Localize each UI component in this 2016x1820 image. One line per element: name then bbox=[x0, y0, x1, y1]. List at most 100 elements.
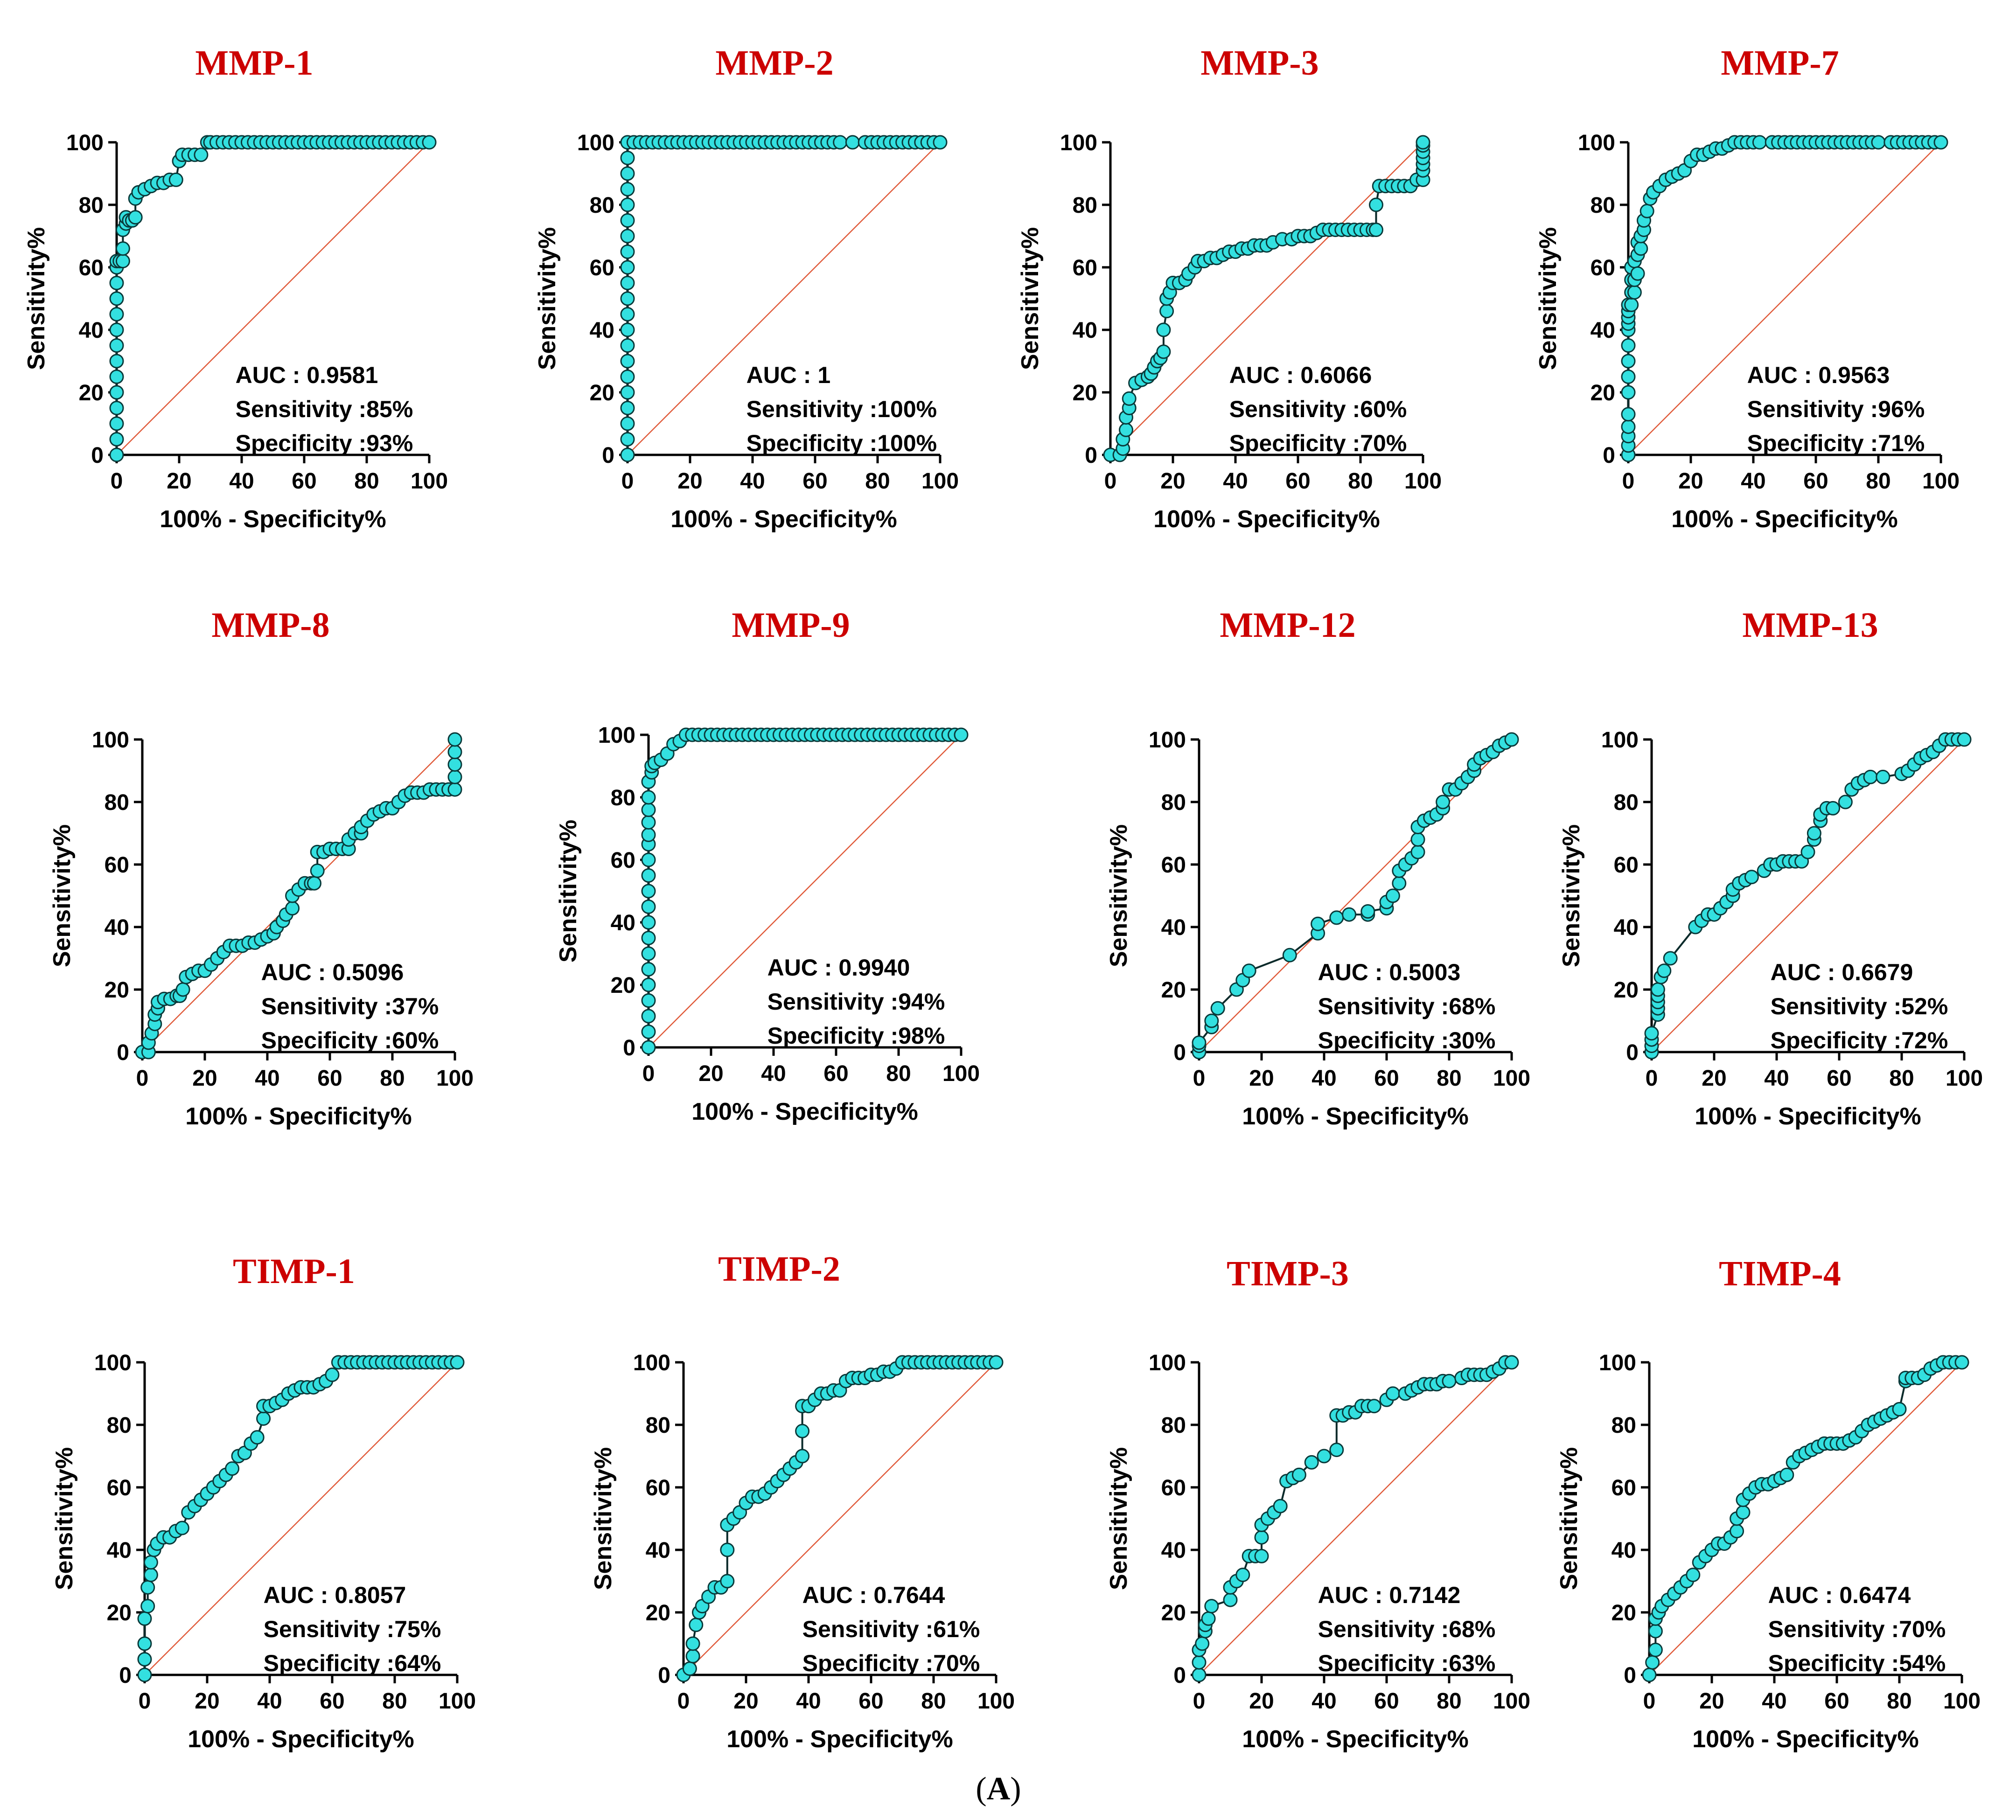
data-point bbox=[128, 210, 143, 225]
stats-label: AUC : 0.5096 bbox=[261, 959, 404, 985]
x-tick-label: 20 bbox=[1249, 1689, 1274, 1714]
y-axis-label: Sensitivity% bbox=[590, 1447, 617, 1590]
data-point bbox=[720, 1542, 735, 1557]
x-tick-label: 60 bbox=[292, 469, 316, 494]
data-point bbox=[1385, 1386, 1400, 1401]
x-tick-label: 100 bbox=[1922, 469, 1960, 494]
y-tick-label: 20 bbox=[646, 1601, 670, 1625]
stats-label: Specificity :98% bbox=[767, 1023, 945, 1049]
data-point bbox=[109, 370, 124, 384]
stats-label: Specificity :30% bbox=[1318, 1027, 1496, 1053]
y-tick-label: 60 bbox=[1073, 256, 1097, 280]
data-point bbox=[1686, 1568, 1701, 1583]
data-point bbox=[109, 307, 124, 321]
data-point bbox=[1621, 354, 1636, 369]
x-tick-label: 40 bbox=[1762, 1689, 1786, 1714]
data-point bbox=[1954, 1355, 1969, 1370]
data-point bbox=[447, 782, 462, 797]
data-point bbox=[115, 254, 130, 269]
y-tick-label: 20 bbox=[79, 381, 104, 405]
y-tick-label: 0 bbox=[91, 443, 104, 468]
data-point bbox=[225, 1461, 240, 1476]
data-point bbox=[685, 1649, 700, 1664]
data-point bbox=[109, 416, 124, 431]
data-point bbox=[1304, 1455, 1319, 1470]
data-point bbox=[422, 135, 437, 150]
stats-label: Sensitivity :85% bbox=[236, 396, 413, 422]
chart-title: MMP-7 bbox=[1721, 43, 1839, 83]
data-point bbox=[109, 338, 124, 353]
x-tick-label: 20 bbox=[1160, 469, 1185, 494]
x-axis-label: 100% - Specificity% bbox=[670, 506, 897, 533]
x-axis-label: 100% - Specificity% bbox=[691, 1098, 918, 1125]
data-point bbox=[1254, 1530, 1269, 1545]
data-point bbox=[194, 147, 209, 162]
x-tick-label: 0 bbox=[1193, 1689, 1206, 1714]
y-tick-label: 60 bbox=[107, 1476, 132, 1500]
chart-title: MMP-1 bbox=[195, 43, 313, 83]
x-tick-label: 80 bbox=[1889, 1066, 1914, 1091]
y-axis-label: Sensitivity% bbox=[1017, 227, 1044, 370]
stats-label: AUC : 0.9581 bbox=[236, 362, 378, 388]
x-tick-label: 0 bbox=[139, 1689, 151, 1714]
data-point bbox=[447, 732, 462, 747]
reference-line bbox=[1199, 1362, 1512, 1675]
x-tick-label: 80 bbox=[382, 1689, 407, 1714]
data-point bbox=[620, 322, 635, 337]
y-tick-label: 20 bbox=[105, 978, 129, 1003]
stats-label: Sensitivity :61% bbox=[802, 1616, 980, 1642]
y-tick-label: 100 bbox=[1149, 1351, 1186, 1375]
stats-label: Sensitivity :60% bbox=[1229, 396, 1407, 422]
reference-line bbox=[1649, 1362, 1962, 1675]
stats-label: AUC : 0.9563 bbox=[1747, 362, 1890, 388]
chart-title: MMP-8 bbox=[211, 606, 329, 645]
data-point bbox=[1633, 241, 1648, 256]
x-tick-label: 80 bbox=[886, 1061, 911, 1086]
data-point bbox=[795, 1423, 810, 1438]
x-tick-label: 80 bbox=[1437, 1066, 1461, 1091]
data-point bbox=[1621, 419, 1636, 434]
y-tick-label: 80 bbox=[611, 786, 635, 810]
x-tick-label: 0 bbox=[1646, 1066, 1658, 1091]
x-tick-label: 20 bbox=[195, 1689, 219, 1714]
data-point bbox=[720, 1574, 735, 1589]
data-point bbox=[450, 1355, 465, 1370]
data-point bbox=[1826, 801, 1841, 816]
y-tick-label: 0 bbox=[1173, 1040, 1186, 1065]
data-point bbox=[682, 1661, 697, 1676]
y-tick-label: 20 bbox=[1590, 381, 1615, 405]
x-axis-label: 100% - Specificity% bbox=[1242, 1103, 1469, 1130]
data-point bbox=[1159, 304, 1174, 319]
data-point bbox=[1156, 322, 1171, 337]
x-tick-label: 60 bbox=[1803, 469, 1828, 494]
y-tick-label: 60 bbox=[105, 853, 129, 878]
x-tick-label: 0 bbox=[1193, 1066, 1206, 1091]
data-point bbox=[620, 229, 635, 244]
panel-label-letter: A bbox=[986, 1771, 1011, 1807]
roc-chart-4: MMP-7 0 20 40 60 80 100 0 20 40 60 80 100 100% - Spec… bbox=[1535, 43, 1960, 533]
y-tick-label: 40 bbox=[1590, 318, 1615, 343]
data-point bbox=[620, 197, 635, 212]
data-point bbox=[1933, 135, 1948, 150]
data-point bbox=[641, 977, 656, 992]
x-tick-label: 40 bbox=[796, 1689, 821, 1714]
x-tick-label: 100 bbox=[1946, 1066, 1983, 1091]
y-axis-label: Sensitivity% bbox=[1105, 1447, 1132, 1590]
data-point bbox=[1752, 135, 1767, 150]
y-tick-label: 60 bbox=[1614, 853, 1639, 878]
roc-chart-9: TIMP-1 0 20 40 60 80 100 0 20 40 60 80 100 100% - Spe… bbox=[51, 1252, 476, 1753]
data-point bbox=[1342, 907, 1357, 922]
x-tick-label: 60 bbox=[317, 1066, 342, 1091]
data-point bbox=[250, 1430, 265, 1445]
y-tick-label: 100 bbox=[66, 131, 104, 155]
data-point bbox=[1311, 916, 1325, 931]
y-tick-label: 100 bbox=[1599, 1351, 1636, 1375]
x-tick-label: 0 bbox=[1104, 469, 1117, 494]
y-tick-label: 0 bbox=[623, 1036, 635, 1060]
data-point bbox=[1416, 135, 1430, 150]
x-tick-label: 100 bbox=[436, 1066, 474, 1091]
x-tick-label: 0 bbox=[621, 469, 634, 494]
x-axis-label: 100% - Specificity% bbox=[726, 1726, 953, 1753]
data-point bbox=[845, 135, 860, 150]
y-tick-label: 0 bbox=[1173, 1663, 1186, 1688]
